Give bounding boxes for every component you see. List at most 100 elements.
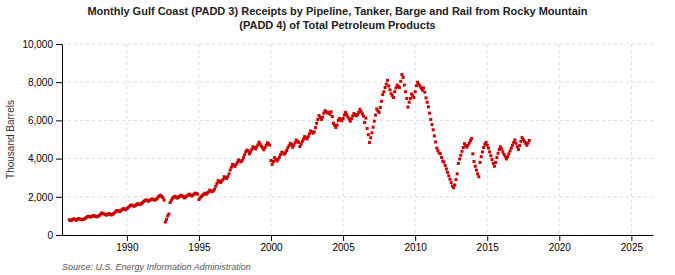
point — [408, 101, 411, 104]
point — [241, 159, 244, 162]
point — [506, 155, 509, 158]
grid — [62, 44, 653, 235]
point — [432, 128, 435, 131]
point — [452, 186, 455, 189]
x-axis-tick: 1990 — [116, 235, 139, 253]
point — [405, 97, 408, 100]
x-axis-tick-mark — [127, 235, 128, 241]
point — [314, 126, 317, 129]
point — [500, 148, 503, 151]
point — [426, 101, 429, 104]
y-axis-tick: 8,000 — [28, 77, 62, 88]
point — [430, 123, 433, 126]
point — [382, 90, 385, 93]
point — [422, 86, 425, 89]
point — [423, 91, 426, 94]
y-axis-tick-mark — [56, 197, 62, 198]
point — [429, 118, 432, 121]
grid-line — [631, 44, 632, 235]
point — [444, 164, 447, 167]
y-axis-tick: 4,000 — [28, 153, 62, 164]
point — [243, 153, 246, 156]
point — [165, 218, 168, 221]
point — [487, 147, 490, 150]
point — [475, 169, 478, 172]
point — [379, 106, 382, 109]
point — [510, 147, 513, 150]
grid-line — [62, 44, 653, 45]
point — [342, 117, 345, 120]
point — [481, 150, 484, 153]
point — [285, 149, 288, 152]
point — [226, 175, 229, 178]
point — [493, 165, 496, 168]
point — [404, 90, 407, 93]
point — [412, 96, 415, 99]
point — [488, 150, 491, 153]
point — [368, 141, 371, 144]
y-axis-tick-label: 2,000 — [28, 192, 53, 203]
point — [369, 136, 372, 139]
point — [445, 167, 448, 170]
point — [321, 116, 324, 119]
y-axis-tick-label: 0 — [47, 230, 53, 241]
point — [398, 86, 401, 89]
point — [414, 90, 417, 93]
point — [486, 144, 489, 147]
point — [372, 126, 375, 129]
x-axis-tick-label: 2015 — [477, 242, 500, 253]
point — [477, 175, 480, 178]
point — [378, 111, 381, 114]
point — [435, 147, 438, 150]
grid-line — [62, 235, 653, 236]
point — [227, 172, 230, 175]
title-line: Monthly Gulf Coast (PADD 3) Receipts by … — [87, 5, 587, 17]
point — [367, 133, 370, 136]
point — [471, 152, 474, 155]
grid-line — [271, 44, 272, 235]
x-axis-tick: 2020 — [549, 235, 572, 253]
point — [473, 160, 476, 163]
x-axis-tick-mark — [487, 235, 488, 241]
point — [374, 114, 377, 117]
grid-line — [62, 196, 653, 197]
point — [214, 185, 217, 188]
x-axis-tick-label: 2005 — [332, 242, 355, 253]
y-axis-tick-mark — [56, 120, 62, 121]
point — [392, 96, 395, 99]
point — [479, 161, 482, 164]
x-axis-tick-mark — [199, 235, 200, 241]
point — [476, 172, 479, 175]
y-axis: 02,0004,0006,0008,00010,000 — [22, 39, 62, 241]
point — [330, 110, 333, 113]
point — [163, 199, 166, 202]
source: Source: U.S. Energy Information Administ… — [62, 262, 251, 272]
point — [448, 178, 451, 181]
point — [393, 90, 396, 93]
point — [406, 106, 409, 109]
y-axis-tick-label: 8,000 — [28, 77, 53, 88]
x-axis-tick: 2025 — [621, 235, 644, 253]
y-axis-title: Thousand Barrels — [5, 100, 16, 179]
x-axis-tick: 2010 — [405, 235, 428, 253]
point — [213, 188, 216, 191]
x-axis-tick-label: 2020 — [549, 242, 572, 253]
title-line: (PADD 4) of Total Petroleum Products — [239, 19, 435, 31]
grid-line — [487, 44, 488, 235]
point — [315, 122, 318, 125]
title: Monthly Gulf Coast (PADD 3) Receipts by … — [87, 5, 587, 31]
point — [515, 142, 518, 145]
point — [470, 137, 473, 140]
y-axis-tick: 6,000 — [28, 115, 62, 126]
point — [511, 144, 514, 147]
x-axis-tick: 2000 — [260, 235, 283, 253]
x-axis-tick-label: 2010 — [405, 242, 428, 253]
point — [433, 134, 436, 137]
points — [68, 73, 531, 223]
x-axis-tick-label: 1990 — [116, 242, 139, 253]
point — [517, 148, 520, 151]
point — [366, 127, 369, 130]
point — [428, 112, 431, 115]
x-axis-tick: 2005 — [332, 235, 355, 253]
point — [457, 162, 460, 165]
